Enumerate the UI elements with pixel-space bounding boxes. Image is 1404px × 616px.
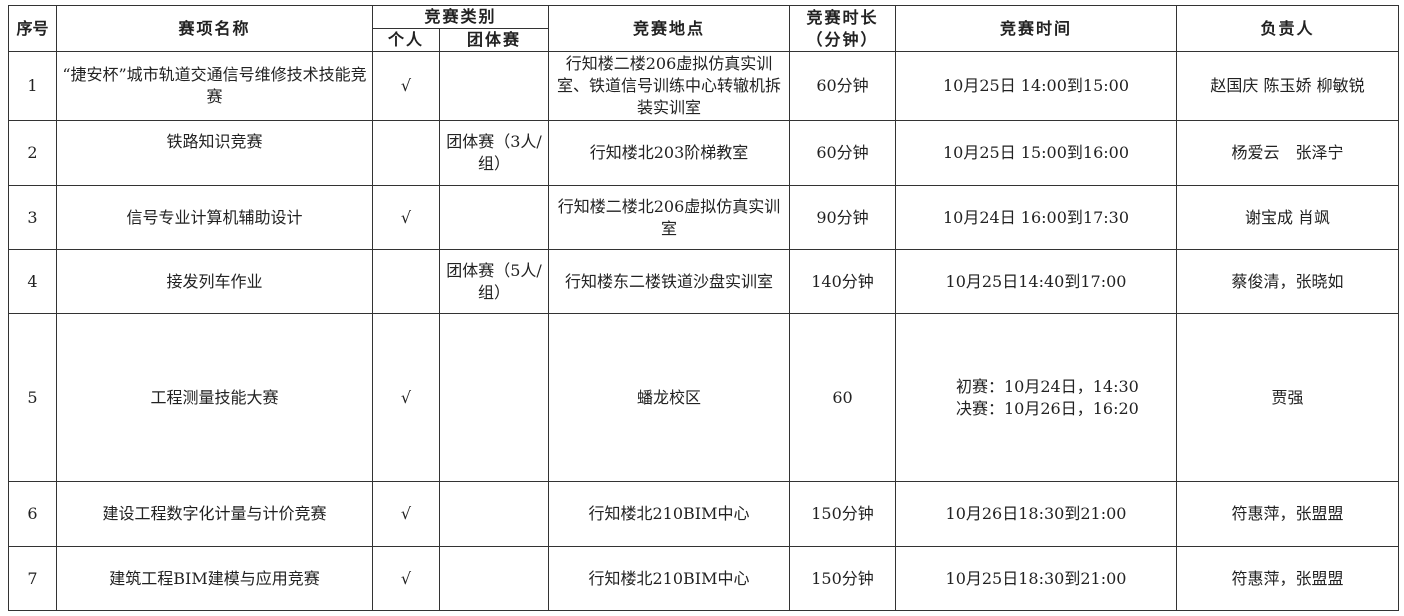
cell-team: 团体赛（5人/组） [439, 249, 549, 314]
cell-team [439, 185, 549, 250]
cell-owner: 蔡俊清，张晓如 [1176, 249, 1399, 314]
table-row: 2 铁路知识竞赛 团体赛（3人/组） 行知楼北203阶梯教室 60分钟 10月25日 15… [8, 120, 1399, 186]
cell-name: 接发列车作业 [56, 249, 373, 314]
cell-individual: √ [372, 51, 440, 121]
cell-team [439, 546, 549, 611]
cell-location: 行知楼北210BIM中心 [548, 546, 790, 611]
cell-owner: 符惠萍，张盟盟 [1176, 481, 1399, 547]
competition-table: 序号 赛项名称 竞赛类别 竞赛地点 竞赛时长（分钟） 竞赛时间 负责人 个人 团… [8, 5, 1399, 611]
cell-individual [372, 120, 440, 186]
cell-location: 行知楼北210BIM中心 [548, 481, 790, 547]
cell-team [439, 313, 549, 482]
header-time: 竞赛时间 [895, 5, 1177, 52]
cell-name: 建设工程数字化计量与计价竞赛 [56, 481, 373, 547]
cell-individual: √ [372, 546, 440, 611]
table-row: 6 建设工程数字化计量与计价竞赛 √ 行知楼北210BIM中心 150分钟 10月26日1… [8, 481, 1399, 547]
cell-time: 10月26日18:30到21:00 [895, 481, 1177, 547]
table-row: 5 工程测量技能大赛 √ 蟠龙校区 60 初赛：10月24日，14:30 决赛：10月26… [8, 313, 1399, 482]
cell-time: 10月24日 16:00到17:30 [895, 185, 1177, 250]
cell-individual: √ [372, 185, 440, 250]
cell-owner: 符惠萍，张盟盟 [1176, 546, 1399, 611]
cell-duration: 60分钟 [789, 120, 896, 186]
header-individual: 个人 [372, 28, 440, 52]
cell-team: 团体赛（3人/组） [439, 120, 549, 186]
cell-index: 4 [8, 249, 57, 314]
header-category: 竞赛类别 [372, 5, 549, 29]
cell-index: 7 [8, 546, 57, 611]
cell-team [439, 481, 549, 547]
cell-location: 行知楼北203阶梯教室 [548, 120, 790, 186]
cell-name: 信号专业计算机辅助设计 [56, 185, 373, 250]
cell-individual: √ [372, 313, 440, 482]
cell-individual [372, 249, 440, 314]
cell-duration: 150分钟 [789, 481, 896, 547]
cell-individual: √ [372, 481, 440, 547]
cell-name: 建筑工程BIM建模与应用竞赛 [56, 546, 373, 611]
cell-duration: 90分钟 [789, 185, 896, 250]
header-duration: 竞赛时长（分钟） [789, 5, 896, 52]
header-owner: 负责人 [1176, 5, 1399, 52]
cell-duration: 140分钟 [789, 249, 896, 314]
cell-duration: 60分钟 [789, 51, 896, 121]
header-name: 赛项名称 [56, 5, 373, 52]
cell-owner: 谢宝成 肖飒 [1176, 185, 1399, 250]
cell-duration: 150分钟 [789, 546, 896, 611]
table-row: 1 “捷安杯”城市轨道交通信号维修技术技能竞赛 √ 行知楼二楼206虚拟仿真实训室、铁… [8, 51, 1399, 121]
cell-name: 铁路知识竞赛 [56, 120, 373, 186]
table-row: 7 建筑工程BIM建模与应用竞赛 √ 行知楼北210BIM中心 150分钟 10月25日1… [8, 546, 1399, 611]
cell-owner: 贾强 [1176, 313, 1399, 482]
table-row: 4 接发列车作业 团体赛（5人/组） 行知楼东二楼铁道沙盘实训室 140分钟 10月25日… [8, 249, 1399, 314]
cell-index: 1 [8, 51, 57, 121]
cell-duration: 60 [789, 313, 896, 482]
cell-index: 2 [8, 120, 57, 186]
cell-time: 初赛：10月24日，14:30 决赛：10月26日，16:20 [895, 313, 1177, 482]
cell-time: 10月25日18:30到21:00 [895, 546, 1177, 611]
cell-time: 10月25日14:40到17:00 [895, 249, 1177, 314]
header-team: 团体赛 [439, 28, 549, 52]
cell-location: 行知楼二楼北206虚拟仿真实训室 [548, 185, 790, 250]
header-location: 竞赛地点 [548, 5, 790, 52]
cell-index: 5 [8, 313, 57, 482]
cell-location: 行知楼东二楼铁道沙盘实训室 [548, 249, 790, 314]
cell-time: 10月25日 14:00到15:00 [895, 51, 1177, 121]
table-row: 3 信号专业计算机辅助设计 √ 行知楼二楼北206虚拟仿真实训室 90分钟 10月24日 … [8, 185, 1399, 250]
cell-owner: 杨爱云 张泽宁 [1176, 120, 1399, 186]
cell-location: 蟠龙校区 [548, 313, 790, 482]
cell-index: 6 [8, 481, 57, 547]
cell-name: 工程测量技能大赛 [56, 313, 373, 482]
cell-location: 行知楼二楼206虚拟仿真实训室、铁道信号训练中心转辙机拆装实训室 [548, 51, 790, 121]
cell-index: 3 [8, 185, 57, 250]
cell-owner: 赵国庆 陈玉娇 柳敏锐 [1176, 51, 1399, 121]
header-index: 序号 [8, 5, 57, 52]
cell-name: “捷安杯”城市轨道交通信号维修技术技能竞赛 [56, 51, 373, 121]
cell-time: 10月25日 15:00到16:00 [895, 120, 1177, 186]
cell-team [439, 51, 549, 121]
